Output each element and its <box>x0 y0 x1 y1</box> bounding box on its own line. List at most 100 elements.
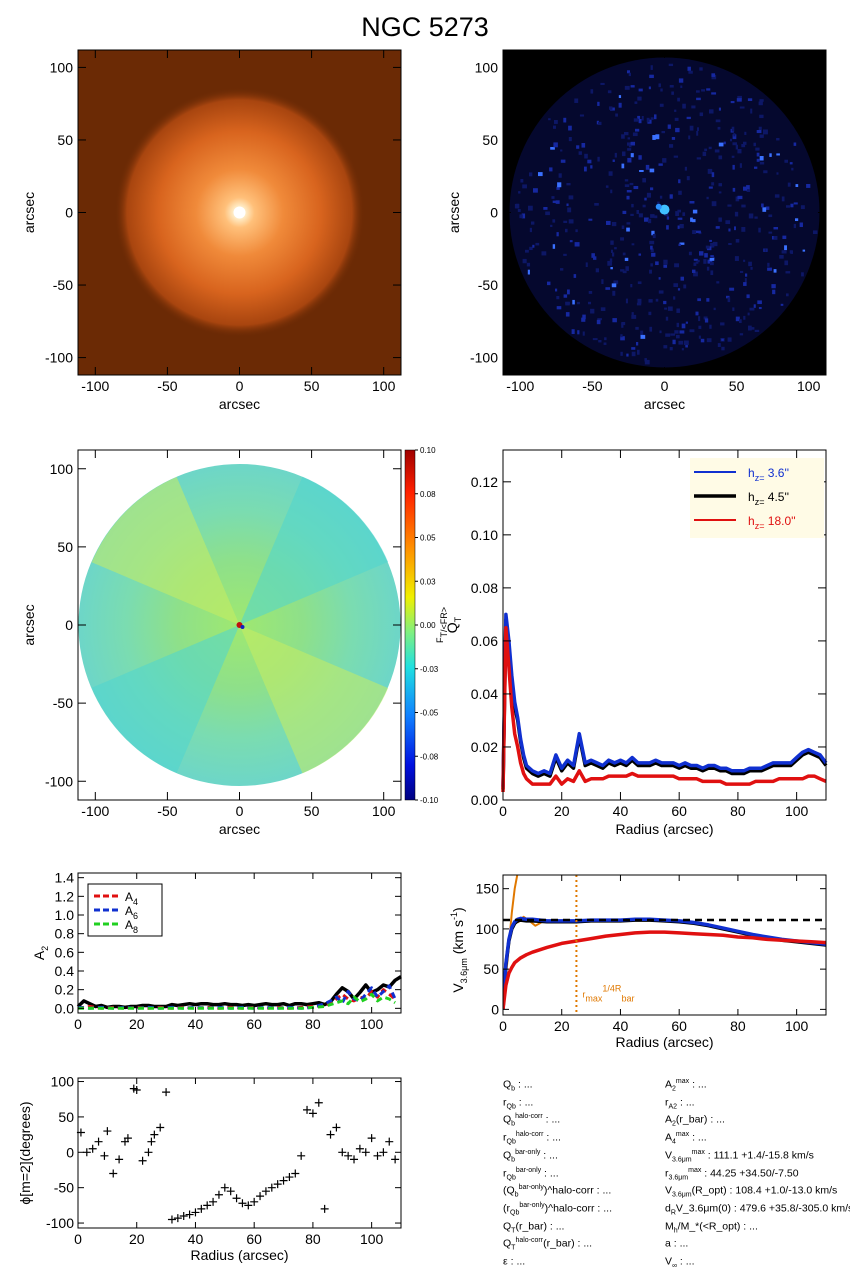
amplitude-line <box>78 992 396 1010</box>
y-tick-label: -100 <box>45 350 73 366</box>
residual-speckle <box>732 164 735 170</box>
residual-speckle <box>588 301 592 305</box>
residual-speckle <box>776 138 780 141</box>
residual-speckle <box>681 348 684 351</box>
residual-speckle <box>699 112 704 117</box>
residual-speckle <box>721 338 724 341</box>
residual-speckle <box>746 188 751 193</box>
colorbar-tick-label: -0.10 <box>420 796 439 805</box>
residual-speckle <box>610 107 615 111</box>
residual-speckle <box>627 70 631 74</box>
residual-speckle <box>748 325 752 331</box>
residual-speckle <box>565 301 570 305</box>
residual-speckle <box>727 204 732 207</box>
residual-speckle <box>620 336 625 341</box>
residual-speckle <box>631 312 634 317</box>
residual-speckle <box>680 85 683 88</box>
residual-speckle <box>801 272 804 277</box>
parameter-symbol: a <box>665 1237 671 1250</box>
residual-speckle <box>607 90 612 94</box>
residual-speckle <box>714 149 720 153</box>
image-3p6-axes: -100 -50 0 50 100 -100 -50 0 50 100 arcsec arcsec <box>21 49 402 412</box>
parameter-table-right: A2max : ... rA2 : ... A2(r_bar) : ... A4max… <box>665 1078 850 1270</box>
parameter-value: )^halo-corr : ... <box>544 1202 612 1215</box>
y-tick-label: 100 <box>50 59 74 75</box>
residual-speckle <box>688 70 693 74</box>
parameter-superscript: max <box>688 1166 702 1174</box>
residual-speckle <box>747 312 750 316</box>
residual-speckle <box>612 159 615 162</box>
residual-speckle <box>652 233 656 239</box>
parameter-value: : ... <box>515 1078 533 1091</box>
residual-speckle <box>676 334 680 339</box>
y-axis-label: V3.6μm​ (km s-1​) <box>449 907 469 992</box>
residual-speckle <box>768 231 773 234</box>
parameter-symbol: d <box>665 1202 671 1215</box>
residual-speckle <box>642 204 646 208</box>
residual-speckle <box>657 201 660 205</box>
parameter-subscript: 2 <box>672 1085 676 1093</box>
residual-speckle <box>584 153 588 159</box>
residual-speckle <box>684 166 687 171</box>
legend-label: hz=​ 4.5'' <box>748 490 789 507</box>
y-tick-label: -50 <box>53 277 73 293</box>
parameter-subscript: b <box>511 1120 516 1128</box>
residual-speckle <box>768 214 773 218</box>
residual-speckle <box>650 187 654 191</box>
residual-speckle <box>633 186 639 190</box>
parameter-subscript: Qb <box>506 1103 516 1111</box>
residual-speckle <box>790 203 794 208</box>
residual-speckle <box>581 143 586 148</box>
residual-speckle <box>691 105 696 109</box>
parameter-subscript: b <box>511 1085 516 1093</box>
residual-speckle <box>638 88 643 92</box>
residual-speckle <box>566 183 571 186</box>
residual-speckle <box>553 142 558 148</box>
residual-speckle <box>673 296 676 300</box>
parameter-symbol: r <box>503 1167 507 1179</box>
residual-speckle <box>613 280 619 285</box>
residual-speckle <box>677 97 680 102</box>
residual-speckle <box>757 300 762 305</box>
residual-speckle <box>568 125 572 131</box>
parameter-superscript: halo-corr <box>515 1237 544 1245</box>
y-tick-label: 1.0 <box>55 907 75 923</box>
residual-speckle <box>598 340 602 343</box>
residual-speckle <box>793 223 797 229</box>
residual-speckle <box>699 67 703 71</box>
parameter-superscript: bar-only <box>518 1184 544 1192</box>
residual-speckle <box>685 321 688 324</box>
parameter-subscript: b <box>511 1156 516 1164</box>
residual-speckle <box>676 322 680 328</box>
x-tick-label: -100 <box>81 378 109 394</box>
y-tick-label: 50 <box>57 132 73 148</box>
residual-speckle <box>638 155 642 160</box>
parameter-symbol: A <box>665 1078 673 1091</box>
colorbar-tick-label: 0.03 <box>420 577 436 586</box>
residual-speckle <box>548 118 551 121</box>
residual-speckle <box>764 248 767 252</box>
residual-speckle <box>710 270 714 276</box>
rotation-line <box>503 930 826 1010</box>
residual-speckle <box>664 213 669 217</box>
x-tick-label: 0 <box>661 378 669 394</box>
parameter-subscript: 3.6μm <box>672 1191 692 1199</box>
residual-speckle <box>750 266 753 270</box>
residual-speckle <box>711 92 717 95</box>
force-lobe <box>79 464 240 625</box>
parameter-symbol: Q <box>503 1237 512 1250</box>
residual-speckle <box>758 126 762 131</box>
residual-speckle <box>655 298 659 302</box>
legend-label: A4​ <box>125 890 138 907</box>
residual-speckle <box>630 153 634 158</box>
y-tick-label: -50 <box>478 277 498 293</box>
residual-speckle <box>614 247 617 250</box>
parameter-subscript: Qb <box>506 1138 516 1146</box>
residual-speckle <box>577 330 580 335</box>
residual-speckle <box>736 98 742 102</box>
residual-speckle <box>647 218 652 224</box>
residual-speckle <box>550 147 555 150</box>
residual-speckle <box>693 262 697 266</box>
residual-speckle <box>609 258 613 263</box>
residual-speckle <box>631 203 634 208</box>
